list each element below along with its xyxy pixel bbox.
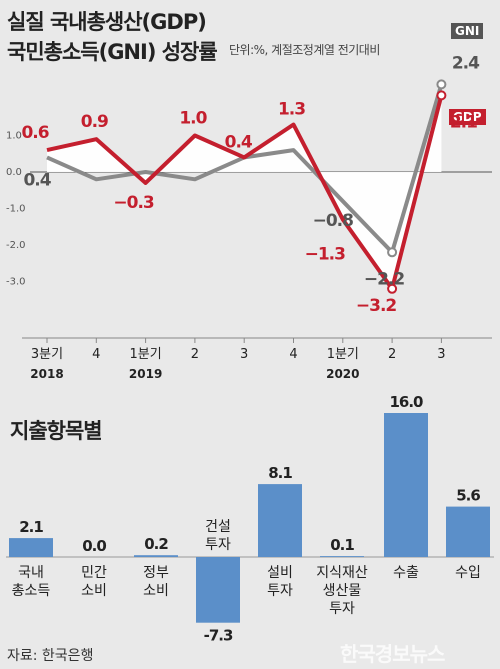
bar-value-label: -7.3 [204, 627, 233, 645]
gdp-data-label: −3.2 [356, 296, 397, 316]
watermark: 한국경보뉴스 [340, 642, 445, 666]
bar-value-label: 16.0 [389, 393, 423, 411]
legend-gdp: GDP [449, 109, 486, 125]
bar-category-label: 정부 [143, 565, 169, 581]
y-tick-label: -1.0 [6, 204, 26, 215]
gdp-point [387, 283, 398, 294]
x-tick-label: 1분기 [327, 347, 359, 362]
gdp-data-label: 0.9 [81, 112, 108, 132]
x-tick-label: 4 [289, 347, 297, 362]
bar [258, 484, 302, 557]
gni-data-label: −0.8 [313, 211, 354, 231]
section-title-expenditure: 지출항목별 [10, 419, 103, 443]
bar-category-label: 수출 [393, 565, 419, 581]
bar [384, 413, 428, 557]
gdp-point [436, 90, 447, 101]
bar-category-label: 소비 [143, 583, 169, 599]
legend-gni: GNI [451, 23, 484, 39]
bar [134, 555, 178, 557]
bar-category-label: 민간 [81, 565, 107, 581]
x-tick-label: 2 [191, 347, 199, 362]
gdp-data-label: −1.3 [305, 244, 346, 264]
bar-value-label: 8.1 [268, 464, 292, 482]
bar-value-label: 0.2 [144, 535, 168, 553]
gdp-data-label: 2.1 [450, 112, 477, 132]
bar-value-label: 0.0 [82, 537, 106, 555]
gdp-line [46, 94, 444, 291]
gni-data-label: 2.4 [452, 53, 480, 73]
x-tick-label: 4 [92, 347, 100, 362]
year-label: 2019 [129, 367, 162, 381]
bar [320, 556, 364, 557]
bar-value-label: 5.6 [456, 487, 480, 505]
gdp-data-label: 0.6 [21, 123, 48, 143]
bar-category-label: 생산물 [323, 583, 362, 599]
gdp-data-label: 1.0 [179, 109, 207, 129]
bar-category-label: 건설 [205, 519, 231, 535]
gdp-data-label: −0.3 [113, 193, 154, 213]
gdp-data-label: 1.3 [278, 100, 305, 120]
bar [9, 538, 53, 557]
y-tick-label: 1.0 [6, 131, 22, 142]
y-tick-label: -3.0 [6, 277, 26, 288]
x-tick-label: 2 [388, 347, 396, 362]
bar [446, 506, 490, 557]
bar-category-label: 지식재산 [316, 565, 368, 581]
bar-category-label: 투자 [329, 601, 355, 617]
x-tick-label: 3 [240, 347, 248, 362]
chart-title-line1: 실질 국내총생산(GDP) [7, 10, 207, 34]
source-note: 자료: 한국은행 [7, 648, 94, 664]
gni-data-label: 0.4 [23, 170, 51, 190]
year-label: 2020 [326, 367, 359, 381]
bar [196, 557, 240, 623]
x-tick-label: 3 [437, 347, 445, 362]
bar-category-label: 소비 [81, 583, 107, 599]
y-tick-label: 0.0 [6, 167, 22, 178]
year-label: 2018 [30, 367, 63, 381]
x-tick-label: 3분기 [31, 347, 63, 362]
bar-category-label: 투자 [267, 583, 293, 599]
bar-category-label: 총소득 [12, 583, 51, 599]
chart-title-line2: 국민총소득(GNI) 성장률 [7, 40, 218, 64]
gni-point [436, 79, 447, 90]
gni-point [387, 247, 398, 258]
bar-category-label: 설비 [267, 565, 293, 581]
bar-category-label: 국내 [18, 565, 44, 581]
gdp-area [47, 95, 442, 289]
bar-category-label: 수입 [455, 565, 481, 581]
y-tick-label: -2.0 [6, 240, 26, 251]
x-tick-label: 1분기 [129, 347, 161, 362]
bar-value-label: 2.1 [19, 518, 43, 536]
gdp-data-label: 0.4 [225, 132, 253, 152]
unit-note: 단위:%, 계절조정계열 전기대비 [229, 43, 380, 57]
bar-value-label: 0.1 [330, 536, 354, 554]
bar-category-label: 투자 [205, 537, 231, 553]
gni-data-label: −2.2 [364, 269, 405, 289]
